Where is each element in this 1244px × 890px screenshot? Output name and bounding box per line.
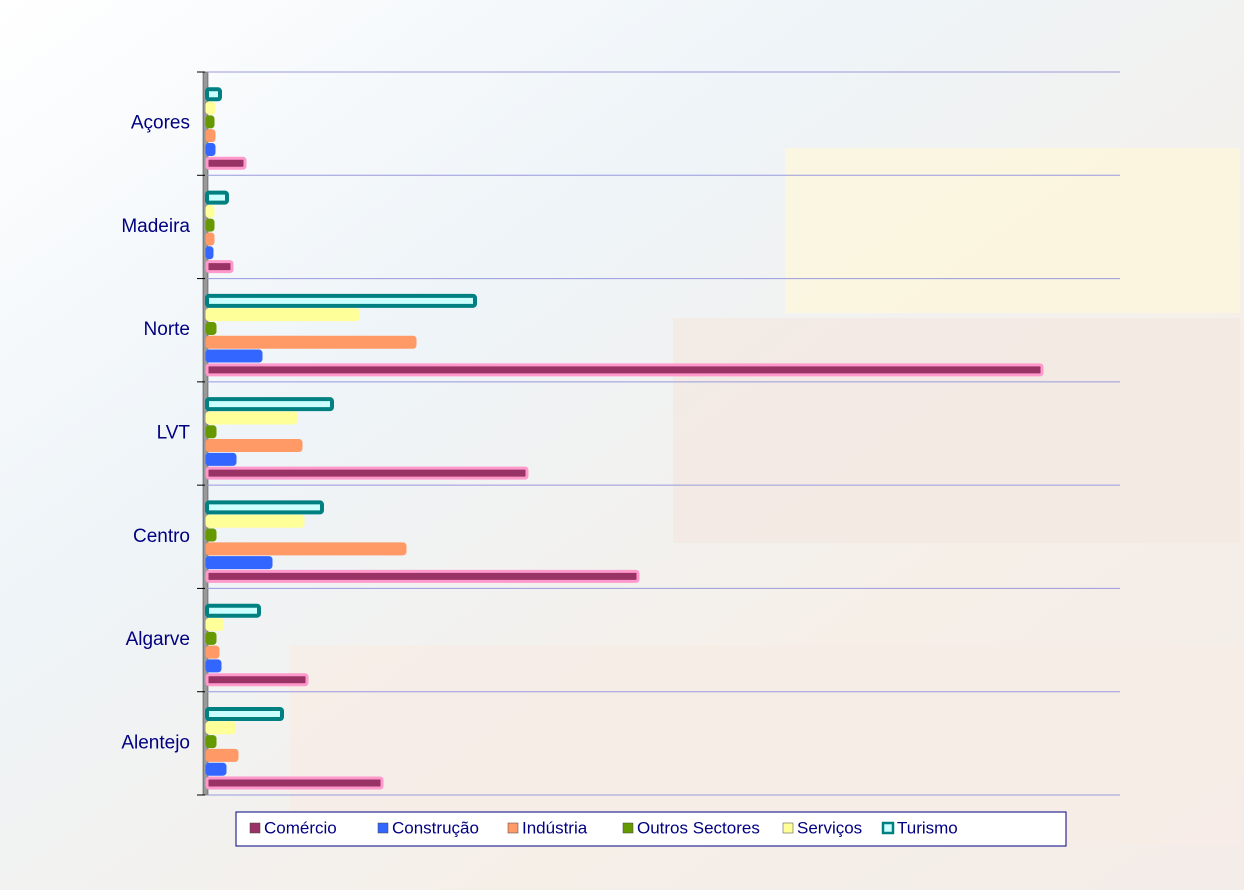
y-tick-label: Algarve bbox=[126, 629, 190, 650]
bar bbox=[205, 232, 215, 246]
y-tick-label: Centro bbox=[133, 526, 190, 547]
bar bbox=[205, 439, 303, 453]
background-photo bbox=[673, 318, 1240, 543]
bar bbox=[205, 776, 384, 790]
legend-swatch bbox=[507, 822, 519, 834]
legend-swatch bbox=[377, 822, 389, 834]
bar bbox=[205, 129, 216, 143]
bar bbox=[205, 321, 217, 335]
bar bbox=[205, 308, 360, 322]
bar bbox=[205, 659, 222, 673]
bar bbox=[205, 748, 239, 762]
bar bbox=[205, 204, 215, 218]
legend-label: Construção bbox=[392, 818, 479, 837]
legend-box bbox=[235, 811, 1067, 847]
bar bbox=[205, 645, 220, 659]
bar bbox=[205, 115, 215, 129]
background-photo bbox=[785, 148, 1240, 313]
bar bbox=[205, 260, 234, 274]
legend-swatch bbox=[622, 822, 634, 834]
bar bbox=[205, 603, 261, 618]
bar bbox=[205, 735, 217, 749]
bar bbox=[205, 569, 640, 583]
bar bbox=[205, 721, 236, 735]
bar bbox=[205, 87, 222, 102]
legend-label: Outros Sectores bbox=[637, 818, 760, 837]
y-tick-label: Norte bbox=[144, 319, 190, 340]
bar bbox=[205, 631, 217, 645]
y-tick-label: LVT bbox=[157, 423, 191, 444]
bar bbox=[205, 218, 215, 232]
bar bbox=[205, 514, 305, 528]
legend-swatch bbox=[881, 821, 895, 835]
legend-label: Comércio bbox=[264, 818, 337, 837]
bar bbox=[205, 466, 529, 480]
bar bbox=[205, 397, 334, 412]
bar bbox=[205, 500, 324, 515]
bar bbox=[205, 411, 298, 425]
bar bbox=[205, 293, 477, 308]
legend-swatch bbox=[249, 822, 261, 834]
bar bbox=[205, 618, 224, 632]
bar bbox=[205, 101, 216, 115]
bar bbox=[205, 528, 217, 542]
legend-label: Indústria bbox=[522, 818, 588, 837]
legend-swatch bbox=[782, 822, 794, 834]
legend-label: Turismo bbox=[897, 818, 958, 837]
bar bbox=[205, 673, 309, 687]
bar bbox=[205, 542, 407, 556]
bar bbox=[205, 556, 273, 570]
bar bbox=[205, 246, 214, 260]
legend-label: Serviços bbox=[797, 818, 862, 837]
y-tick-label: Alentejo bbox=[121, 732, 190, 753]
bar bbox=[205, 335, 417, 349]
bar bbox=[205, 452, 237, 466]
bar bbox=[205, 349, 263, 363]
y-tick-label: Açores bbox=[131, 113, 190, 134]
bar bbox=[205, 156, 247, 170]
bar bbox=[205, 363, 1044, 377]
bar bbox=[205, 142, 216, 156]
y-tick-label: Madeira bbox=[121, 216, 190, 237]
bar bbox=[205, 425, 217, 439]
bar bbox=[205, 707, 284, 721]
bar bbox=[205, 762, 227, 776]
bar bbox=[205, 190, 229, 205]
